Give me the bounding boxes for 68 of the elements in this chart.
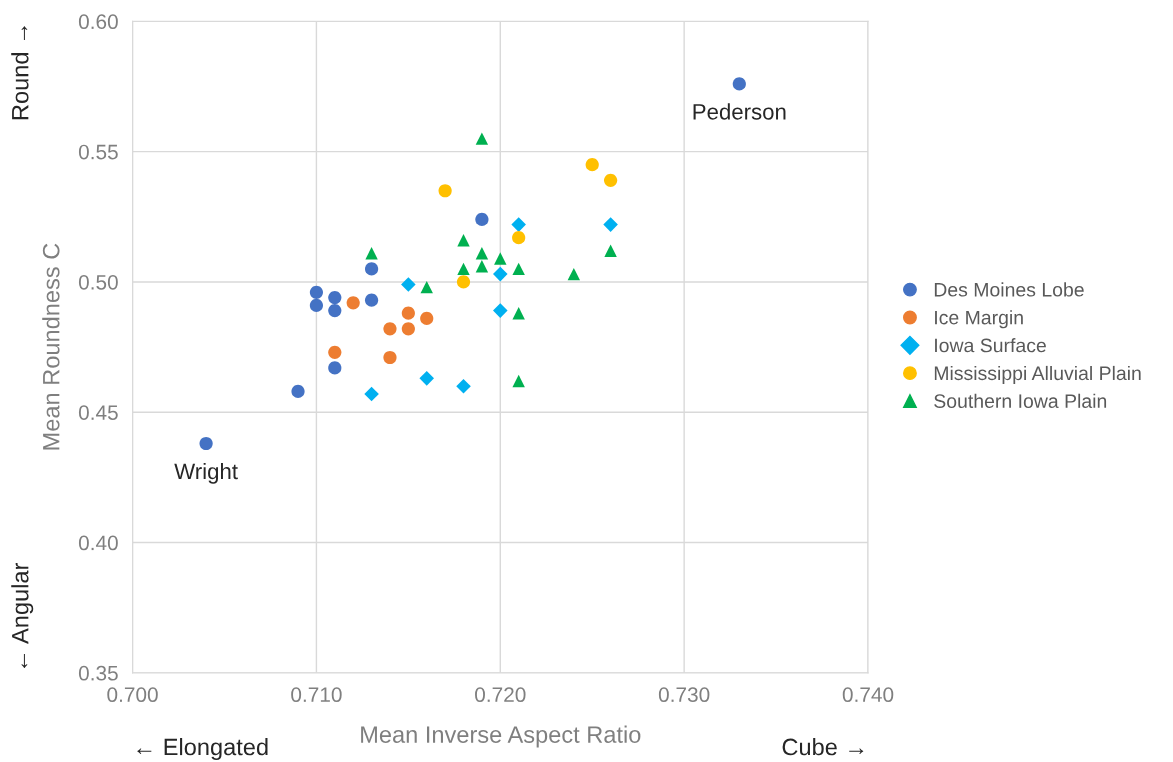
point	[512, 262, 525, 276]
y-tick-label: 0.35	[78, 665, 118, 681]
x-tick-label: 0.710	[291, 687, 342, 703]
point	[291, 384, 305, 398]
point	[512, 231, 526, 245]
point	[328, 290, 342, 305]
point	[383, 350, 397, 365]
point	[364, 262, 379, 276]
y-tick-label: 0.60	[78, 14, 118, 30]
point	[567, 267, 581, 281]
y-tick-label: 0.55	[78, 144, 118, 160]
point	[328, 345, 342, 359]
legend-label: Iowa Surface	[935, 338, 1046, 353]
text: ← Elongated	[137, 738, 268, 761]
point	[475, 132, 489, 145]
point	[511, 217, 526, 232]
legend-label: Southern Iowa Plain	[934, 393, 1107, 409]
legend-label: Des Moines Lobe	[934, 282, 1084, 297]
point	[604, 173, 618, 187]
y-tick-label: 0.40	[78, 535, 118, 551]
text: Cube →	[782, 738, 864, 756]
point	[199, 436, 213, 451]
point	[420, 280, 433, 294]
point	[493, 266, 508, 282]
text: Round →	[11, 26, 29, 120]
annotation: Pederson	[693, 103, 786, 120]
point	[419, 371, 435, 386]
point	[401, 322, 415, 336]
point	[732, 77, 746, 91]
point	[475, 260, 489, 273]
point	[494, 252, 507, 265]
point	[512, 307, 525, 320]
point	[309, 285, 323, 299]
point	[364, 386, 379, 402]
point	[309, 298, 323, 312]
y-axis-title: Mean Roundness C	[42, 243, 60, 450]
point	[438, 184, 452, 198]
legend-label: Ice Margin	[935, 310, 1023, 329]
legend-label: Mississippi Alluvial Plain	[934, 365, 1141, 384]
point	[401, 277, 416, 292]
point	[420, 311, 434, 326]
point	[383, 322, 397, 336]
point	[364, 293, 379, 307]
point	[493, 303, 508, 318]
text: ← Angular	[11, 562, 34, 669]
y-tick-label: 0.50	[78, 274, 118, 290]
x-tick-label: 0.740	[842, 687, 894, 703]
point	[346, 296, 360, 310]
x-tick-label: 0.720	[475, 687, 526, 703]
point	[512, 374, 525, 388]
point	[475, 247, 489, 260]
y-tick-label: 0.45	[78, 405, 118, 420]
point	[328, 361, 342, 375]
point	[365, 247, 378, 260]
point	[457, 262, 470, 276]
x-axis-title: Mean Inverse Aspect Ratio	[361, 725, 641, 748]
x-tick-label: 0.730	[658, 687, 710, 703]
point	[457, 234, 470, 247]
point	[475, 212, 489, 226]
point	[328, 304, 342, 318]
point	[401, 306, 415, 320]
point	[604, 244, 617, 257]
annotation: Wright	[174, 462, 238, 484]
point	[603, 217, 618, 232]
point	[585, 158, 599, 172]
x-tick-label: 0.700	[107, 687, 158, 703]
point	[456, 275, 471, 289]
point	[456, 378, 471, 394]
